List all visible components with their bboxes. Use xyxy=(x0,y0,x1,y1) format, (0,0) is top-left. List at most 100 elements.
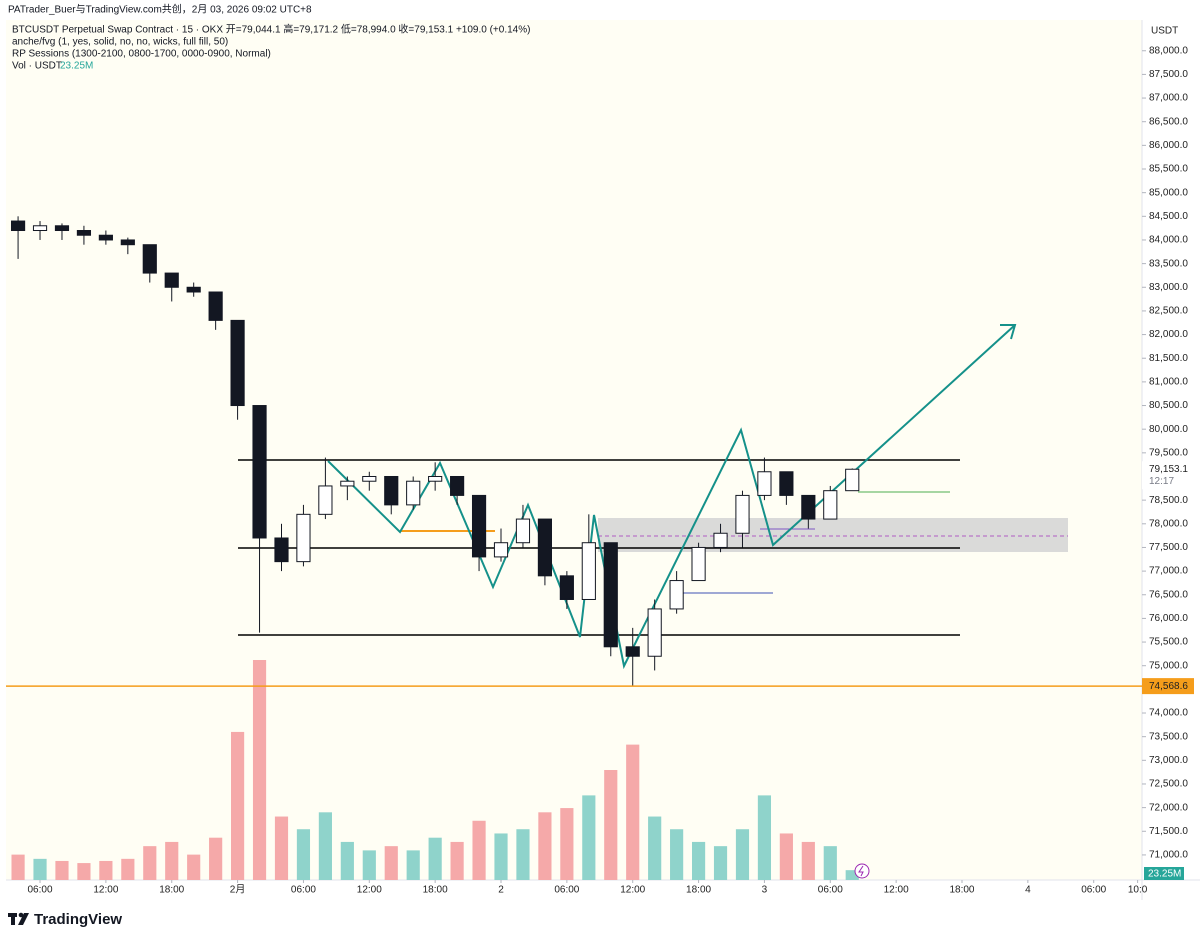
x-tick-label: 06:00 xyxy=(28,885,53,896)
volume-bar xyxy=(582,795,596,880)
volume-bar xyxy=(406,850,420,880)
candle-body xyxy=(801,494,816,520)
candle-body xyxy=(10,220,26,232)
volume-bar xyxy=(604,770,618,880)
symbol-line: BTCUSDT Perpetual Swap Contract · 15 · O… xyxy=(12,23,530,36)
y-tick-label: 80,500.0 xyxy=(1149,400,1188,411)
y-tick-label: 86,000.0 xyxy=(1149,140,1188,151)
x-tick-label: 18:00 xyxy=(159,885,184,896)
volume-tag-label: 23.25M xyxy=(1148,869,1181,880)
candle-body xyxy=(406,480,421,506)
logo xyxy=(18,912,24,918)
y-tick-label: 82,000.0 xyxy=(1149,329,1188,340)
x-tick-label: 06:00 xyxy=(291,885,316,896)
candle-body xyxy=(362,475,377,482)
y-tick-label: 86,500.0 xyxy=(1149,116,1188,127)
fvg-zone xyxy=(598,518,1068,552)
volume-bar xyxy=(296,829,311,880)
candle-body xyxy=(274,537,289,563)
y-tick-label: 80,000.0 xyxy=(1149,424,1188,435)
candle-body xyxy=(823,490,838,520)
candle-body xyxy=(164,272,179,288)
volume-bar xyxy=(538,812,552,880)
volume-tag xyxy=(1144,867,1184,880)
x-tick-label: 12:00 xyxy=(357,885,382,896)
candle-body xyxy=(471,494,487,558)
y-tick-label: 83,500.0 xyxy=(1149,258,1188,269)
candle-body xyxy=(428,475,443,482)
y-tick-label: 76,000.0 xyxy=(1149,613,1188,624)
x-tick-label: 3 xyxy=(762,885,768,896)
candle-body xyxy=(252,405,267,539)
author-line: PATrader_Buer与TradingView.com共创，2月 03, 2… xyxy=(8,3,312,16)
indicator: anche/fvg (1, yes, solid, no, no, wicks,… xyxy=(12,37,228,48)
arrow-head xyxy=(1000,324,1017,340)
y-tick-label: 87,000.0 xyxy=(1149,93,1188,104)
volume-bar xyxy=(165,841,179,880)
y-tick-label: 72,000.0 xyxy=(1149,802,1188,813)
candle-body xyxy=(296,513,311,563)
y-tick-label: 74,000.0 xyxy=(1149,708,1188,719)
candle-body xyxy=(669,580,684,610)
volume-bar xyxy=(472,820,486,880)
volume-bar xyxy=(77,863,91,880)
brand: TradingView xyxy=(8,911,122,928)
logo xyxy=(11,913,15,925)
x-tick-label: 18:00 xyxy=(949,885,974,896)
volume-bar xyxy=(801,841,815,880)
y-tick-label: 78,000.0 xyxy=(1149,518,1188,529)
candle-layer xyxy=(10,216,860,687)
volume-bar xyxy=(450,841,464,880)
x-tick-label: 2 xyxy=(498,885,504,896)
volume-bar xyxy=(691,841,706,880)
candle-body xyxy=(603,542,618,648)
alert-icon xyxy=(858,865,864,877)
x-tick-label: 10:0 xyxy=(1128,885,1148,896)
y-tick-label: 77,000.0 xyxy=(1149,566,1188,577)
y-tick-label: 85,500.0 xyxy=(1149,164,1188,175)
alert-icon[interactable] xyxy=(854,863,870,879)
x-tick-label: 2月 xyxy=(230,884,246,896)
candle-body xyxy=(735,494,750,534)
y-tick-label: 82,500.0 xyxy=(1149,306,1188,317)
volume-bar xyxy=(384,846,398,880)
y-tick-label: 77,500.0 xyxy=(1149,542,1188,553)
x-tick-label: 18:00 xyxy=(686,885,711,896)
candle-body xyxy=(186,286,201,293)
volume-layer xyxy=(11,660,859,880)
candle-body xyxy=(493,542,509,558)
y-tick-label: 75,000.0 xyxy=(1149,660,1188,671)
y-tick-label: 81,500.0 xyxy=(1149,353,1188,364)
volume-bar xyxy=(318,812,332,880)
y-tick-label: 85,000.0 xyxy=(1149,187,1188,198)
y-tick-label: 72,500.0 xyxy=(1149,779,1188,790)
volume-bar xyxy=(560,808,574,880)
y-tick-label: 76,500.0 xyxy=(1149,589,1188,600)
volume-bar xyxy=(33,858,47,880)
y-tick-label: 73,000.0 xyxy=(1149,755,1188,766)
x-tick-label: 12:00 xyxy=(620,885,645,896)
y-tick-label: 71,500.0 xyxy=(1149,826,1188,837)
volume-bar xyxy=(340,841,354,880)
candle-body xyxy=(384,475,399,506)
volume-bar xyxy=(823,846,837,880)
volume-value: 23.25M xyxy=(60,61,93,72)
volume-bar xyxy=(713,846,728,880)
volume-bar xyxy=(55,860,69,880)
price-tag-label: 74,568.6 xyxy=(1149,681,1188,692)
x-tick-label: 06:00 xyxy=(1081,885,1106,896)
y-tick-label: 79,500.0 xyxy=(1149,447,1188,458)
candle-body xyxy=(537,518,552,577)
candle-body xyxy=(230,319,245,407)
candle-body xyxy=(340,480,355,487)
volume-bar xyxy=(757,795,772,880)
volume-bar xyxy=(99,860,113,880)
indicator: RP Sessions (1300-2100, 0800-1700, 0000-… xyxy=(12,49,271,60)
last-price-label: 79,153.1 xyxy=(1149,464,1188,475)
volume-bar xyxy=(362,850,376,880)
y-tick-label: 84,000.0 xyxy=(1149,235,1188,246)
candle-body xyxy=(779,471,794,496)
volume-bar xyxy=(779,833,793,880)
candle-body xyxy=(713,532,728,548)
